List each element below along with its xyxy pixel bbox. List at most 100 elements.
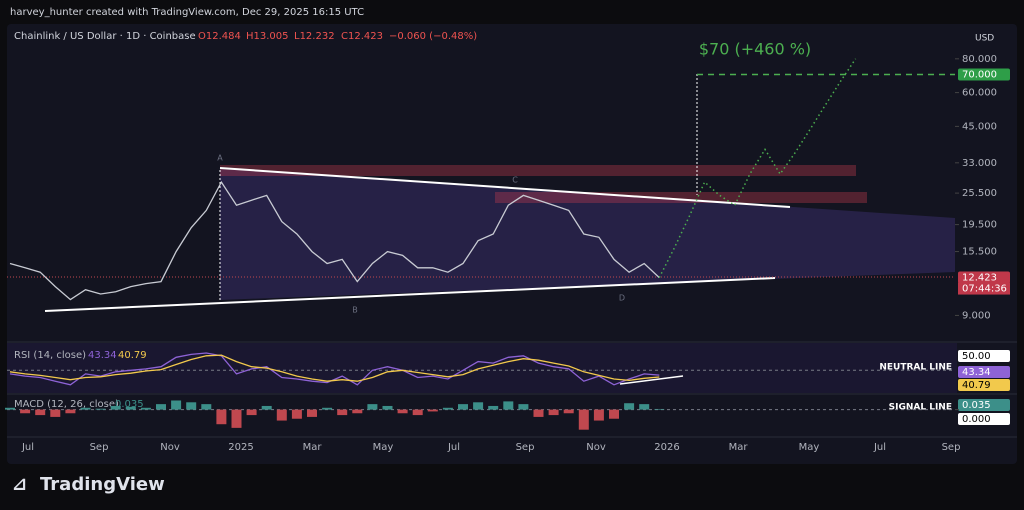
macd-bar (427, 409, 438, 412)
macd-bar (609, 409, 619, 419)
credit: harvey_hunter created with TradingView.c… (10, 7, 364, 18)
ohlc-close: C12.423 (341, 31, 383, 42)
pattern-point: C (512, 176, 518, 185)
rsi-ma-axis-label-box (958, 379, 1010, 391)
pattern-point: D (619, 294, 625, 303)
macd-bar (322, 407, 333, 410)
macd-bar (442, 407, 453, 410)
macd-bar (216, 409, 227, 425)
y-tick-label: 9.000 (962, 310, 991, 321)
rsi-ma-axis-label: 40.79 (962, 380, 991, 391)
macd-bar (291, 409, 302, 419)
x-tick-label: Nov (160, 442, 180, 453)
y-tick-label: 33.000 (962, 158, 997, 169)
macd-bar (307, 409, 317, 417)
macd-bar (186, 402, 197, 410)
macd-bar (201, 404, 212, 410)
macd-bar (518, 404, 529, 410)
macd-bar (140, 407, 151, 410)
x-tick-label: 2025 (228, 442, 253, 453)
last-price-label: 12.423 (962, 273, 997, 284)
macd-bar (156, 404, 166, 410)
pattern-point: A (217, 154, 223, 163)
y-tick-label: 60.000 (962, 88, 997, 99)
macd-bar (412, 409, 423, 416)
ohlc-open: O12.484 (198, 31, 241, 42)
macd-bar (246, 409, 257, 416)
macd-axis-label-box (958, 399, 1010, 411)
macd-bar (352, 409, 363, 414)
target-label: 70.000 (962, 69, 997, 80)
x-tick-label: Nov (586, 442, 606, 453)
x-tick-label: Jul (21, 442, 34, 453)
macd-bar (578, 409, 589, 430)
ohlc-high: H13.005 (246, 31, 289, 42)
ohlc-low: L12.232 (294, 31, 335, 42)
macd-bar (533, 409, 544, 417)
rsi-ma-line (9, 354, 660, 382)
macd-bar (231, 409, 242, 428)
rsi-axis-label-box (958, 366, 1010, 378)
macd-bar (50, 409, 61, 417)
resistance-zone (220, 165, 856, 176)
resistance-zone (495, 192, 867, 203)
x-tick-label: May (799, 442, 820, 453)
macd-bar (639, 404, 650, 410)
triangle-zone (220, 168, 955, 300)
x-tick-label: Jul (873, 442, 886, 453)
macd-value: 0.035 (115, 399, 144, 410)
macd-bar (20, 409, 31, 414)
macd-zero-label-box (958, 413, 1010, 425)
macd-bar (593, 409, 604, 421)
x-tick-label: Mar (729, 442, 749, 453)
y-tick-label: 45.000 (962, 121, 997, 132)
neutral-axis-label: 50.00 (962, 351, 991, 362)
ohlc-change: −0.060 (−0.48%) (389, 31, 477, 42)
macd-bar (488, 405, 499, 410)
countdown: 07:44:36 (962, 284, 1007, 295)
neutral-label: NEUTRAL LINE (879, 363, 952, 373)
x-tick-label: Sep (942, 442, 961, 453)
price-line (9, 180, 660, 301)
trendline (219, 167, 791, 208)
macd-bar (65, 409, 76, 414)
macd-title: MACD (12, 26, close) (14, 399, 119, 410)
macd-bar (125, 406, 136, 410)
x-tick-label: Sep (90, 442, 109, 453)
macd-bar (171, 400, 182, 410)
macd-bar (382, 405, 393, 410)
target-text: $70 (+460 %) (699, 40, 811, 59)
macd-bar (397, 409, 408, 414)
y-tick-label: 19.500 (962, 220, 997, 231)
target-label-box (958, 68, 1010, 81)
y-tick-label: 15.500 (962, 247, 997, 258)
macd-bar (624, 403, 635, 410)
rsi-value: 43.34 (88, 350, 117, 361)
macd-bar (95, 408, 106, 410)
macd-bar (35, 409, 46, 416)
trendline (44, 277, 776, 312)
y-tick-label: 25.500 (962, 188, 997, 199)
macd-bar (563, 409, 574, 414)
macd-bar (276, 409, 287, 421)
rsi-ma-value: 40.79 (118, 350, 147, 361)
x-tick-label: 2026 (654, 442, 679, 453)
macd-axis-label: 0.035 (962, 400, 991, 411)
macd-zero-label: 0.000 (962, 414, 991, 425)
macd-bar (654, 408, 665, 410)
macd-bar (503, 401, 514, 410)
pattern-point: B (352, 306, 358, 315)
x-tick-label: Mar (303, 442, 323, 453)
x-tick-label: Sep (516, 442, 535, 453)
x-tick-label: May (373, 442, 394, 453)
macd-bar (80, 407, 91, 410)
macd-bar (458, 404, 468, 410)
macd-bar (337, 409, 348, 416)
countdown-box (958, 282, 1010, 295)
macd-bar (110, 405, 121, 410)
currency-button[interactable]: USD (975, 34, 994, 44)
macd-bar (367, 404, 378, 410)
y-tick-label: 80.000 (962, 54, 997, 65)
